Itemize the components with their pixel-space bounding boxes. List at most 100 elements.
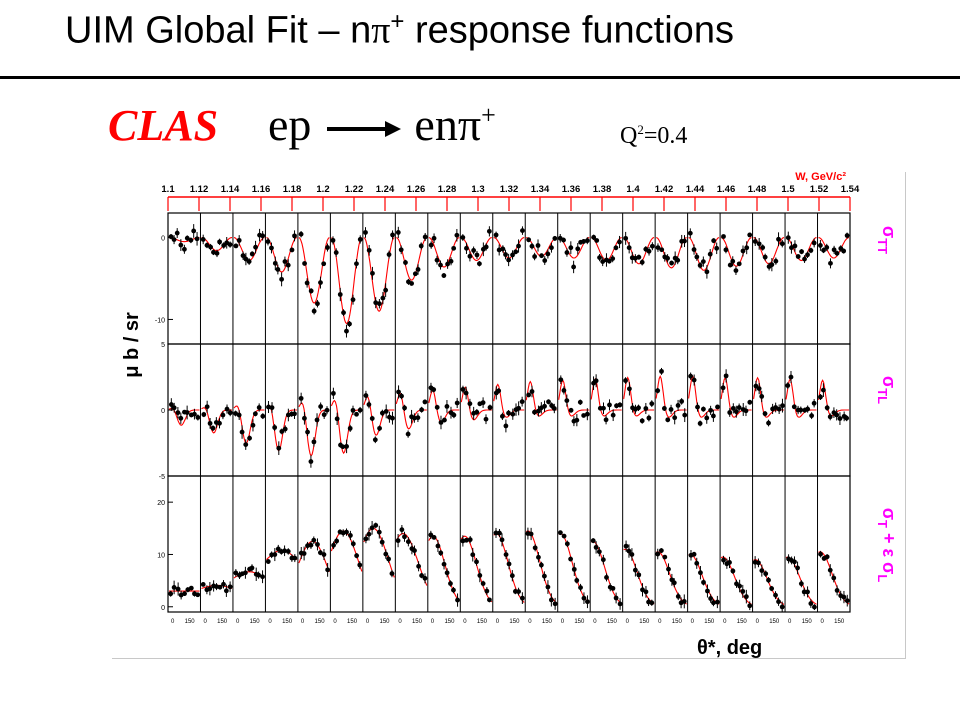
fit-curve — [623, 376, 655, 417]
data-point — [597, 255, 602, 261]
w-tick-label: 1.12 — [190, 184, 209, 195]
data-point — [720, 385, 726, 391]
data-point — [188, 237, 194, 243]
data-point — [366, 402, 372, 407]
data-point — [460, 387, 466, 392]
data-point — [730, 568, 736, 574]
data-point — [747, 603, 753, 609]
data-point — [434, 404, 440, 410]
data-point — [632, 567, 638, 573]
x-tick-label: 150 — [639, 619, 650, 625]
data-point — [759, 394, 765, 399]
w-tick-label: 1.52 — [810, 184, 829, 195]
data-point — [348, 533, 353, 538]
data-point — [617, 239, 622, 245]
data-point — [503, 252, 508, 257]
data-point — [233, 411, 239, 416]
data-point — [422, 399, 428, 405]
data-point — [818, 551, 823, 557]
x-tick-label: 0 — [463, 619, 467, 625]
x-tick-label: 150 — [769, 619, 780, 625]
data-point — [798, 407, 804, 413]
w-tick-label: 1.5 — [781, 184, 795, 195]
data-point — [451, 587, 456, 593]
fit-curve — [558, 379, 590, 417]
y-tick-label: 0 — [161, 408, 165, 415]
x-tick-label: 150 — [607, 619, 618, 625]
data-point — [431, 235, 437, 241]
data-point — [510, 252, 515, 258]
data-point — [380, 295, 386, 301]
data-point — [610, 256, 616, 261]
data-point — [285, 262, 291, 268]
data-point — [747, 232, 753, 238]
data-point — [484, 588, 490, 594]
x-tick-label: 0 — [268, 619, 272, 625]
data-point — [704, 269, 710, 275]
data-point — [646, 248, 652, 254]
reaction-equation: ep enπ+ — [268, 98, 496, 151]
data-point — [564, 398, 570, 403]
data-point — [318, 404, 324, 409]
data-point — [441, 273, 447, 278]
w-tick-label: 1.54 — [841, 184, 860, 195]
data-point — [626, 548, 632, 554]
data-point — [792, 243, 798, 249]
data-point — [821, 247, 826, 253]
data-point — [480, 400, 486, 406]
x-tick-label: 150 — [737, 619, 748, 625]
data-point — [207, 586, 213, 592]
data-point — [837, 416, 843, 421]
panel-label: σT + ε σL — [875, 508, 899, 583]
data-point — [603, 417, 609, 423]
data-point — [422, 234, 428, 240]
data-point — [694, 254, 700, 260]
data-point — [308, 288, 314, 294]
data-point — [776, 406, 782, 412]
data-point — [727, 262, 733, 268]
data-point — [824, 405, 830, 411]
data-point — [785, 235, 791, 241]
data-point — [444, 570, 450, 576]
data-point — [217, 239, 222, 245]
data-point — [756, 560, 761, 566]
data-point — [243, 256, 249, 262]
data-point — [477, 573, 483, 578]
data-point — [681, 598, 687, 604]
data-point — [590, 538, 596, 544]
fit-curve — [655, 375, 687, 418]
data-point — [561, 388, 567, 393]
x-tick-label: 150 — [379, 619, 390, 625]
data-point — [827, 567, 833, 573]
q2-value: =0.4 — [643, 123, 688, 149]
data-point — [455, 597, 460, 603]
fit-curve — [688, 553, 720, 605]
data-point — [416, 563, 422, 569]
data-point — [687, 230, 693, 236]
data-point — [708, 596, 714, 601]
data-point — [389, 571, 395, 576]
data-point — [600, 557, 606, 563]
data-point — [324, 407, 330, 413]
data-point — [302, 415, 307, 421]
data-point — [390, 232, 395, 238]
data-point — [249, 251, 255, 257]
data-point — [733, 409, 739, 415]
data-point — [701, 406, 706, 412]
data-point — [412, 548, 417, 553]
data-point — [269, 245, 274, 251]
data-point — [269, 405, 275, 411]
data-point — [760, 245, 766, 250]
data-point — [503, 423, 509, 429]
data-point — [604, 575, 609, 580]
data-point — [811, 400, 817, 406]
data-point — [431, 387, 437, 393]
data-point — [792, 559, 797, 565]
data-point — [691, 377, 697, 383]
data-point — [639, 418, 645, 424]
data-point — [181, 246, 187, 252]
data-point — [369, 416, 375, 421]
w-tick-label: 1.18 — [283, 184, 302, 195]
data-point — [773, 258, 779, 264]
data-point — [467, 253, 473, 259]
